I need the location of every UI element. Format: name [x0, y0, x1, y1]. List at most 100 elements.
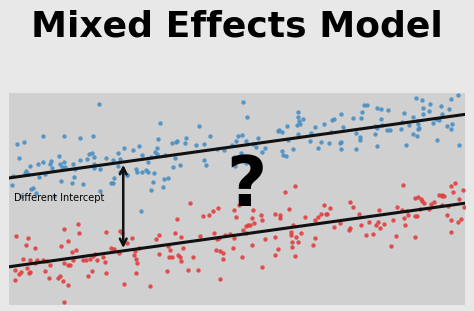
Point: [323, 211, 331, 216]
Point: [15, 156, 23, 161]
Point: [119, 171, 127, 176]
Point: [168, 141, 175, 146]
Point: [420, 201, 428, 206]
Point: [285, 207, 292, 212]
Point: [55, 154, 63, 159]
Point: [212, 248, 220, 253]
Point: [374, 144, 381, 149]
Point: [47, 159, 55, 164]
Point: [244, 222, 251, 227]
Point: [70, 174, 77, 179]
Point: [64, 283, 72, 288]
Point: [330, 116, 338, 121]
Point: [144, 160, 152, 165]
Point: [123, 172, 131, 177]
Point: [173, 139, 181, 144]
Point: [430, 200, 438, 205]
Point: [174, 252, 182, 257]
Point: [339, 124, 346, 129]
Point: [40, 258, 48, 263]
Point: [67, 263, 74, 268]
Point: [276, 213, 283, 218]
Point: [287, 229, 295, 234]
Point: [352, 130, 360, 135]
Point: [169, 164, 176, 169]
Point: [129, 148, 137, 153]
Point: [455, 220, 462, 225]
Point: [419, 106, 427, 111]
Point: [177, 258, 185, 263]
Point: [418, 198, 426, 203]
Point: [356, 212, 363, 217]
Point: [279, 153, 287, 158]
Point: [301, 214, 309, 219]
Point: [25, 271, 33, 276]
Point: [109, 180, 116, 185]
Point: [72, 167, 79, 172]
Point: [432, 116, 439, 121]
Point: [196, 124, 203, 129]
Point: [419, 112, 427, 117]
Point: [253, 145, 260, 150]
Point: [60, 260, 68, 265]
Point: [159, 185, 167, 190]
Point: [411, 196, 419, 201]
Point: [330, 225, 338, 230]
Point: [68, 249, 75, 254]
Point: [239, 227, 247, 232]
Point: [403, 209, 411, 214]
Point: [346, 199, 354, 204]
Point: [45, 276, 53, 281]
Point: [32, 191, 40, 196]
Point: [275, 128, 283, 133]
Point: [176, 254, 184, 259]
Point: [210, 208, 217, 213]
Point: [31, 260, 39, 265]
Point: [297, 230, 305, 235]
Point: [258, 217, 265, 222]
Point: [311, 218, 319, 223]
Point: [374, 125, 381, 130]
Point: [200, 158, 208, 163]
Point: [233, 214, 240, 219]
Point: [238, 254, 246, 259]
Point: [271, 211, 279, 216]
Point: [69, 258, 76, 263]
Point: [284, 138, 292, 143]
Point: [405, 213, 412, 218]
Point: [35, 175, 43, 180]
Point: [60, 134, 68, 139]
Point: [57, 179, 65, 184]
Point: [219, 257, 227, 262]
Point: [387, 244, 395, 248]
Point: [417, 197, 425, 202]
Point: [50, 193, 58, 198]
Point: [352, 146, 359, 151]
Point: [250, 220, 258, 225]
Point: [22, 242, 30, 247]
Point: [19, 256, 27, 261]
Point: [61, 299, 68, 304]
Point: [413, 118, 421, 123]
Point: [21, 170, 29, 175]
Point: [374, 220, 382, 225]
Point: [294, 114, 301, 119]
Point: [452, 181, 459, 186]
Point: [59, 279, 67, 284]
Point: [18, 269, 25, 274]
Point: [337, 112, 345, 117]
Point: [373, 106, 381, 111]
Point: [109, 158, 117, 163]
Point: [248, 216, 255, 220]
Point: [444, 204, 452, 209]
Point: [419, 98, 426, 103]
Text: Different Intercept: Different Intercept: [14, 193, 104, 203]
Point: [118, 230, 126, 235]
Point: [91, 252, 99, 257]
Point: [215, 236, 223, 241]
Point: [43, 258, 50, 263]
Point: [138, 170, 146, 175]
Point: [257, 213, 264, 218]
Point: [97, 167, 104, 172]
Point: [261, 145, 269, 150]
